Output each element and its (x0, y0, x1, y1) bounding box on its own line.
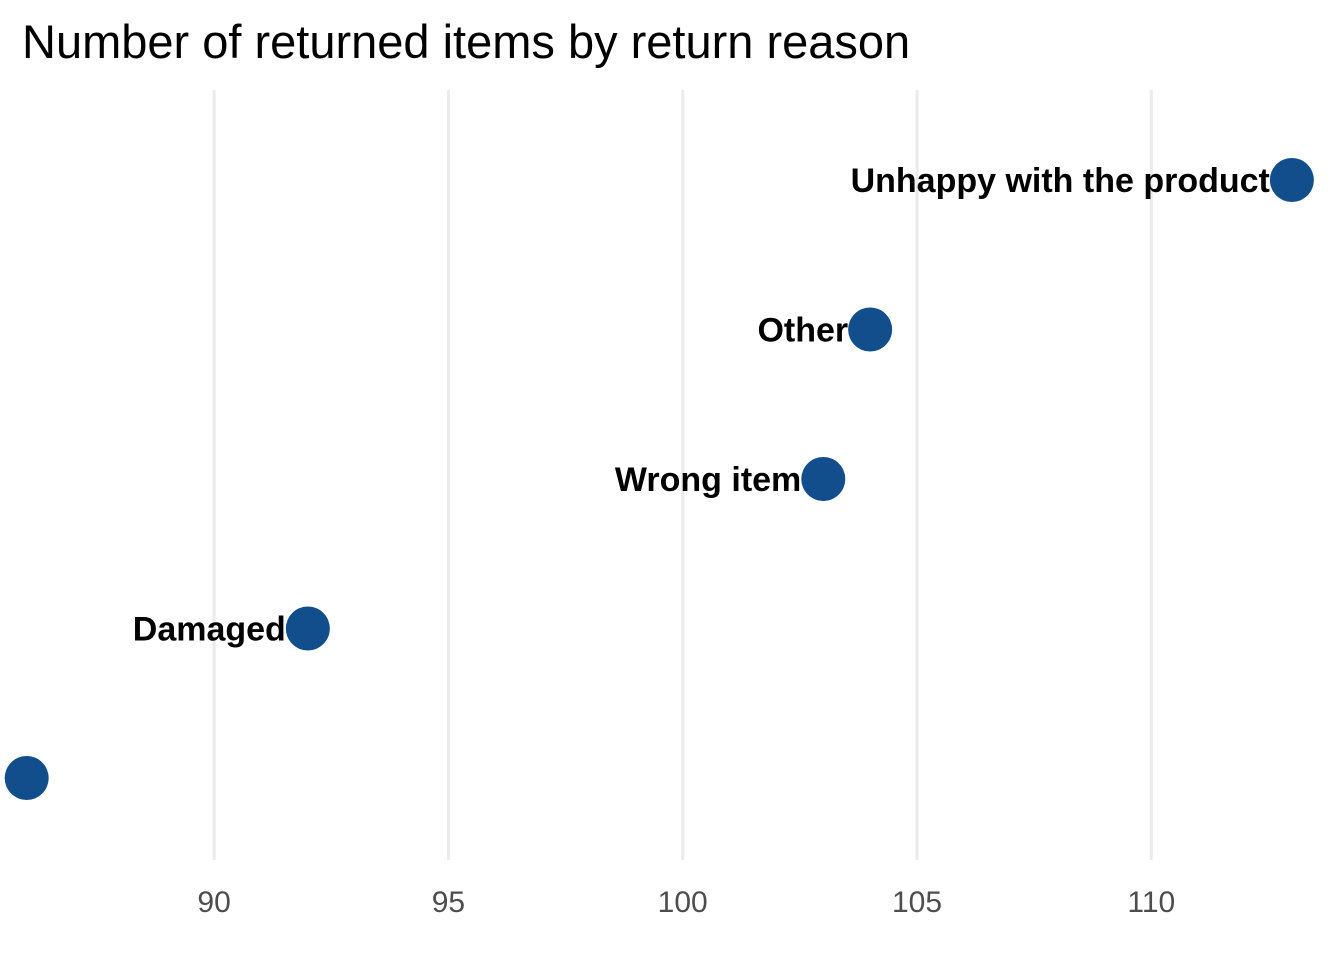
data-point (4, 756, 49, 800)
x-axis-ticks: 90 95 100 105 110 (197, 886, 1175, 919)
point-labels-layer: Unhappy with the product Other Wrong item D… (133, 162, 1270, 649)
point-label: Unhappy with the product (851, 162, 1270, 200)
x-tick-label: 110 (1127, 886, 1175, 919)
point-label: Other (757, 312, 848, 350)
x-tick-label: 100 (658, 886, 708, 919)
chart-title: Number of returned items by return reaso… (22, 15, 911, 68)
points-layer (4, 158, 1314, 800)
x-tick-label: 105 (892, 886, 942, 919)
data-point (285, 606, 330, 651)
point-label: Damaged (133, 611, 286, 649)
grid-layer (212, 90, 1153, 860)
data-point (801, 457, 846, 501)
point-label: Wrong item (615, 461, 801, 499)
x-tick-label: 95 (432, 886, 465, 919)
x-tick-label: 90 (197, 886, 230, 919)
data-point (848, 307, 893, 352)
data-point (1269, 158, 1314, 202)
